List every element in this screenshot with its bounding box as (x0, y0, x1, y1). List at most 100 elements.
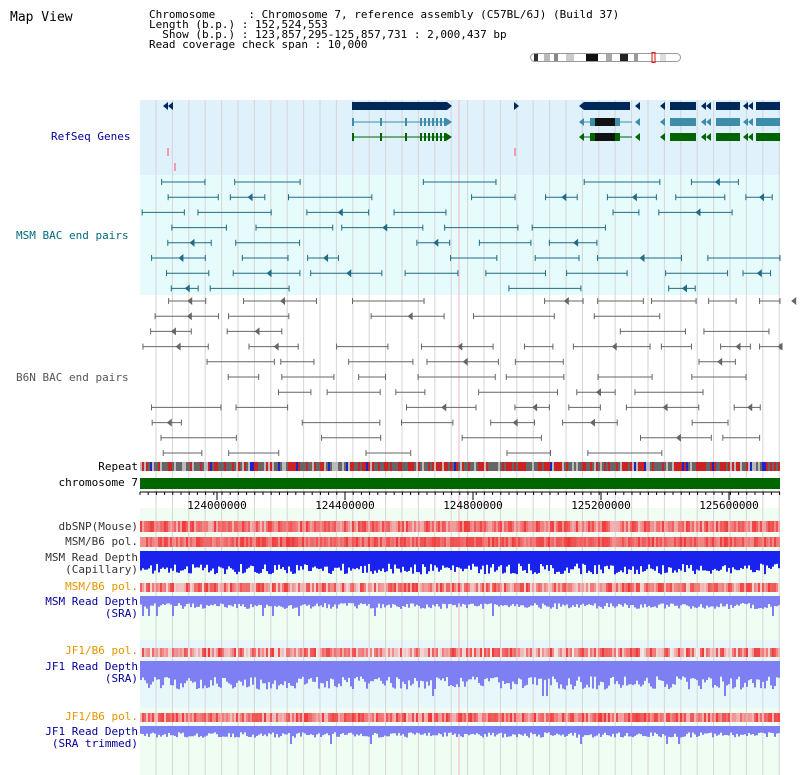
heat-seg (252, 583, 254, 592)
heat-seg (514, 713, 516, 722)
heat-seg (454, 537, 456, 547)
depth-bar (584, 551, 586, 565)
heat-seg (530, 583, 532, 592)
heat-seg (286, 583, 288, 592)
depth-bar (768, 551, 770, 569)
repeat-seg (454, 462, 456, 471)
heat-seg (252, 648, 254, 657)
depth-bar (752, 661, 754, 684)
depth-bar (354, 551, 356, 570)
depth-bar (656, 551, 658, 567)
depth-bar (752, 596, 754, 605)
depth-bar (658, 551, 660, 574)
heat-seg (246, 521, 248, 532)
repeat-seg (392, 462, 394, 471)
heat-seg (480, 537, 482, 547)
heat-seg (426, 583, 428, 592)
heat-seg (662, 521, 664, 532)
depth-bar (262, 726, 264, 736)
heat-seg (770, 537, 772, 547)
depth-bar (718, 726, 720, 735)
heat-seg (210, 583, 212, 592)
depth-bar (756, 726, 758, 736)
depth-bar (604, 661, 606, 690)
depth-bar (462, 551, 464, 572)
repeat-seg (404, 462, 406, 471)
heat-seg (490, 648, 492, 657)
heat-seg (366, 583, 368, 592)
repeat-seg (564, 462, 566, 471)
depth-bar (750, 596, 752, 609)
heat-seg (530, 648, 532, 657)
heat-seg (752, 713, 754, 722)
heat-seg (722, 583, 724, 592)
heat-seg (420, 583, 422, 592)
heat-seg (382, 537, 384, 547)
heat-seg (612, 537, 614, 547)
heat-seg (228, 713, 230, 722)
heat-seg (708, 648, 710, 657)
heat-seg (342, 583, 344, 592)
depth-bar (568, 551, 570, 573)
heat-seg (502, 537, 504, 547)
track-label-msm-read-depth-sra: MSM Read Depth (SRA) (45, 596, 138, 620)
heat-seg (502, 713, 504, 722)
depth-bar (352, 551, 354, 569)
heat-seg (678, 648, 680, 657)
repeat-seg (718, 462, 720, 471)
depth-bar (624, 726, 626, 736)
depth-bar (498, 551, 500, 567)
chromosome-ideogram[interactable] (530, 52, 690, 64)
heat-seg (272, 521, 274, 532)
heat-seg (200, 713, 202, 722)
depth-bar (778, 596, 780, 606)
track-label-jf1-b6-pol-2: JF1/B6 pol. (65, 710, 138, 723)
repeat-seg (670, 462, 672, 471)
depth-bar (568, 726, 570, 734)
gene-arrow (579, 133, 584, 141)
depth-bar (626, 596, 628, 605)
heat-seg (536, 713, 538, 722)
heat-seg (240, 713, 242, 722)
depth-bar (338, 551, 340, 568)
repeat-seg (554, 462, 556, 471)
heat-seg (214, 521, 216, 532)
repeat-seg (490, 462, 492, 471)
heat-seg (306, 713, 308, 722)
depth-bar (724, 551, 726, 566)
heat-seg (434, 521, 436, 532)
depth-bar (516, 551, 518, 575)
heat-seg (636, 583, 638, 592)
heat-seg (448, 521, 450, 532)
repeat-seg (158, 462, 160, 471)
heat-seg (772, 521, 774, 532)
heat-seg (482, 648, 484, 657)
repeat-seg (280, 462, 282, 471)
heat-seg (664, 583, 666, 592)
depth-bar (744, 551, 746, 566)
depth-bar (452, 661, 454, 687)
heat-seg (598, 648, 600, 657)
heat-seg (544, 713, 546, 722)
heat-seg (360, 648, 362, 657)
depth-bar (614, 726, 616, 738)
heat-seg (396, 648, 398, 657)
depth-bar (416, 726, 418, 733)
depth-bar (738, 551, 740, 571)
repeat-seg (240, 462, 242, 471)
heat-seg (402, 521, 404, 532)
depth-bar (524, 726, 526, 734)
heat-seg (560, 521, 562, 532)
heat-seg (196, 713, 198, 722)
heat-seg (184, 521, 186, 532)
heat-seg (772, 537, 774, 547)
heat-seg (642, 537, 644, 547)
heat-seg (488, 648, 490, 657)
heat-seg (148, 537, 150, 547)
depth-bar (250, 726, 252, 737)
depth-bar (620, 661, 622, 688)
gene-arrow (743, 133, 748, 141)
heat-seg (632, 648, 634, 657)
heat-seg (348, 583, 350, 592)
